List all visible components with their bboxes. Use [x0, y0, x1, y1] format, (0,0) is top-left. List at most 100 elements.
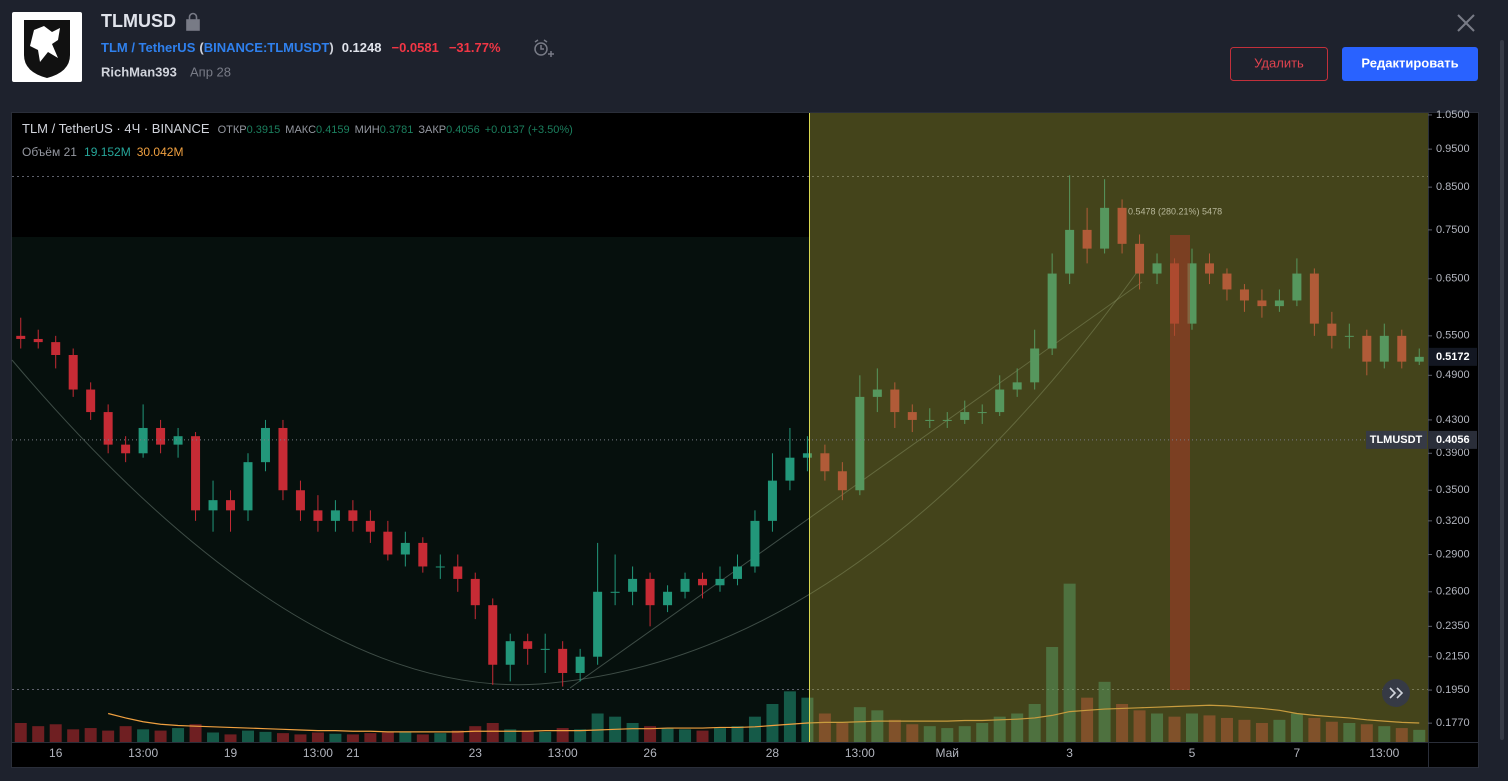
alarm-icon[interactable] [534, 39, 554, 57]
candle-body [488, 605, 498, 665]
volume-bar [1343, 723, 1356, 742]
candle-body [837, 471, 847, 491]
candle-body [1187, 263, 1197, 324]
volume-bar [102, 730, 115, 742]
candle-body [1239, 289, 1249, 301]
legend-label: МИН [355, 124, 380, 136]
volume-bar [1378, 726, 1391, 742]
candle-body [156, 427, 166, 445]
candle-body [278, 427, 288, 491]
candle-body [16, 335, 26, 339]
volume-bar [1116, 704, 1129, 742]
legend-value: 0.3781 [380, 124, 414, 136]
volume-bar [1255, 723, 1268, 742]
delete-button[interactable] [1230, 47, 1328, 81]
volume-bar [1133, 710, 1146, 742]
candle-body [453, 566, 463, 579]
volume-bar [1308, 717, 1321, 742]
candle-body [1100, 207, 1110, 249]
candle-body [383, 531, 393, 555]
volume-bar [923, 726, 936, 742]
volume-bar [486, 723, 499, 742]
volume-bar [189, 724, 202, 742]
y-tick-label: 0.2900 [1436, 548, 1470, 560]
author[interactable]: RichMan393 [101, 64, 177, 79]
volume-bar [941, 728, 954, 742]
volume-bar [958, 726, 971, 742]
y-tick-label: 0.3500 [1436, 484, 1470, 496]
candle-body [208, 500, 218, 511]
delete-label[interactable]: Удалить [1254, 55, 1304, 70]
volume-bar [67, 729, 80, 742]
y-tick-label: 0.3200 [1436, 515, 1470, 527]
arc-drawing [11, 267, 1141, 686]
volume-bar [1413, 729, 1426, 742]
candle-body [593, 591, 603, 657]
volume-bar [1325, 721, 1338, 742]
symbol-link[interactable]: TLM / TetherUS [101, 40, 196, 55]
y-tick-label: 1.0500 [1436, 109, 1470, 121]
candle-body [1030, 348, 1040, 383]
candle-body [1047, 273, 1057, 349]
scroll-icon [1389, 687, 1404, 699]
candle-body [750, 520, 760, 567]
y-tick-label: 0.7500 [1436, 224, 1470, 236]
paren: ) [329, 40, 333, 55]
volume-bar [1395, 728, 1408, 742]
candle-body [1117, 207, 1127, 244]
candle-body [925, 419, 935, 421]
candle-body [977, 412, 987, 414]
volume-bar [84, 728, 97, 742]
y-tick-label: 0.8500 [1436, 181, 1470, 193]
volume-label: Объём 21 [22, 145, 77, 159]
lock-icon [186, 12, 200, 31]
marker-tag-label: TLMUSDT [1370, 434, 1423, 446]
candle-body [1379, 335, 1389, 362]
volume-bar [276, 733, 289, 742]
y-tick-label: 0.2350 [1436, 620, 1470, 632]
range-annotation: 0.5478 (280.21%) 5478 [1128, 206, 1222, 216]
exchange-link[interactable]: BINANCE:TLMUSDT [204, 40, 330, 55]
volume-bar [1028, 704, 1041, 742]
candle-body [470, 578, 480, 606]
legend-value: 0.4056 [446, 124, 480, 136]
volume-bar [521, 730, 534, 742]
edit-label[interactable]: Редактировать [1361, 55, 1458, 70]
candle-body [802, 453, 812, 458]
legend-value: 0.4159 [316, 124, 350, 136]
volume-bar [731, 726, 744, 742]
y-tick-label: 0.4900 [1436, 369, 1470, 381]
edit-button[interactable] [1342, 47, 1478, 81]
candle-body [645, 578, 655, 606]
y-tick-label: 0.4300 [1436, 414, 1470, 426]
candle-body [785, 457, 795, 481]
candle-body [872, 389, 882, 397]
idea-title: TLMUSD [101, 11, 176, 31]
volume-bar [1081, 697, 1094, 742]
candle-body [995, 389, 1005, 413]
volume-bar [853, 707, 866, 742]
scrollbar[interactable] [1500, 40, 1504, 740]
candle-body [523, 641, 533, 649]
price: 0.1248 [342, 40, 382, 55]
volume-legend: Объём 21 19.152M 30.042M [22, 145, 183, 159]
volume-bar [1063, 583, 1076, 742]
candle-body [698, 578, 708, 586]
y-tick-label: 0.3900 [1436, 447, 1470, 459]
candle-body [820, 453, 830, 472]
publish-date: Апр 28 [190, 64, 231, 79]
volume-bar [1290, 713, 1303, 742]
volume-bar [836, 723, 849, 742]
volume-bar [626, 723, 639, 742]
overlay: 1.0500 0.9500 0.8500 0.7500 0.6500 0.5500 0.49… [12, 109, 1477, 760]
candle-body [68, 355, 78, 390]
volume-bar [1168, 716, 1181, 742]
volume-ma-line [108, 704, 1420, 733]
volume-bar [504, 729, 517, 742]
volume-bar [242, 730, 254, 742]
candle-body [1362, 335, 1372, 362]
close-button[interactable] [1457, 14, 1475, 32]
y-tick-label: 0.6500 [1436, 273, 1470, 285]
